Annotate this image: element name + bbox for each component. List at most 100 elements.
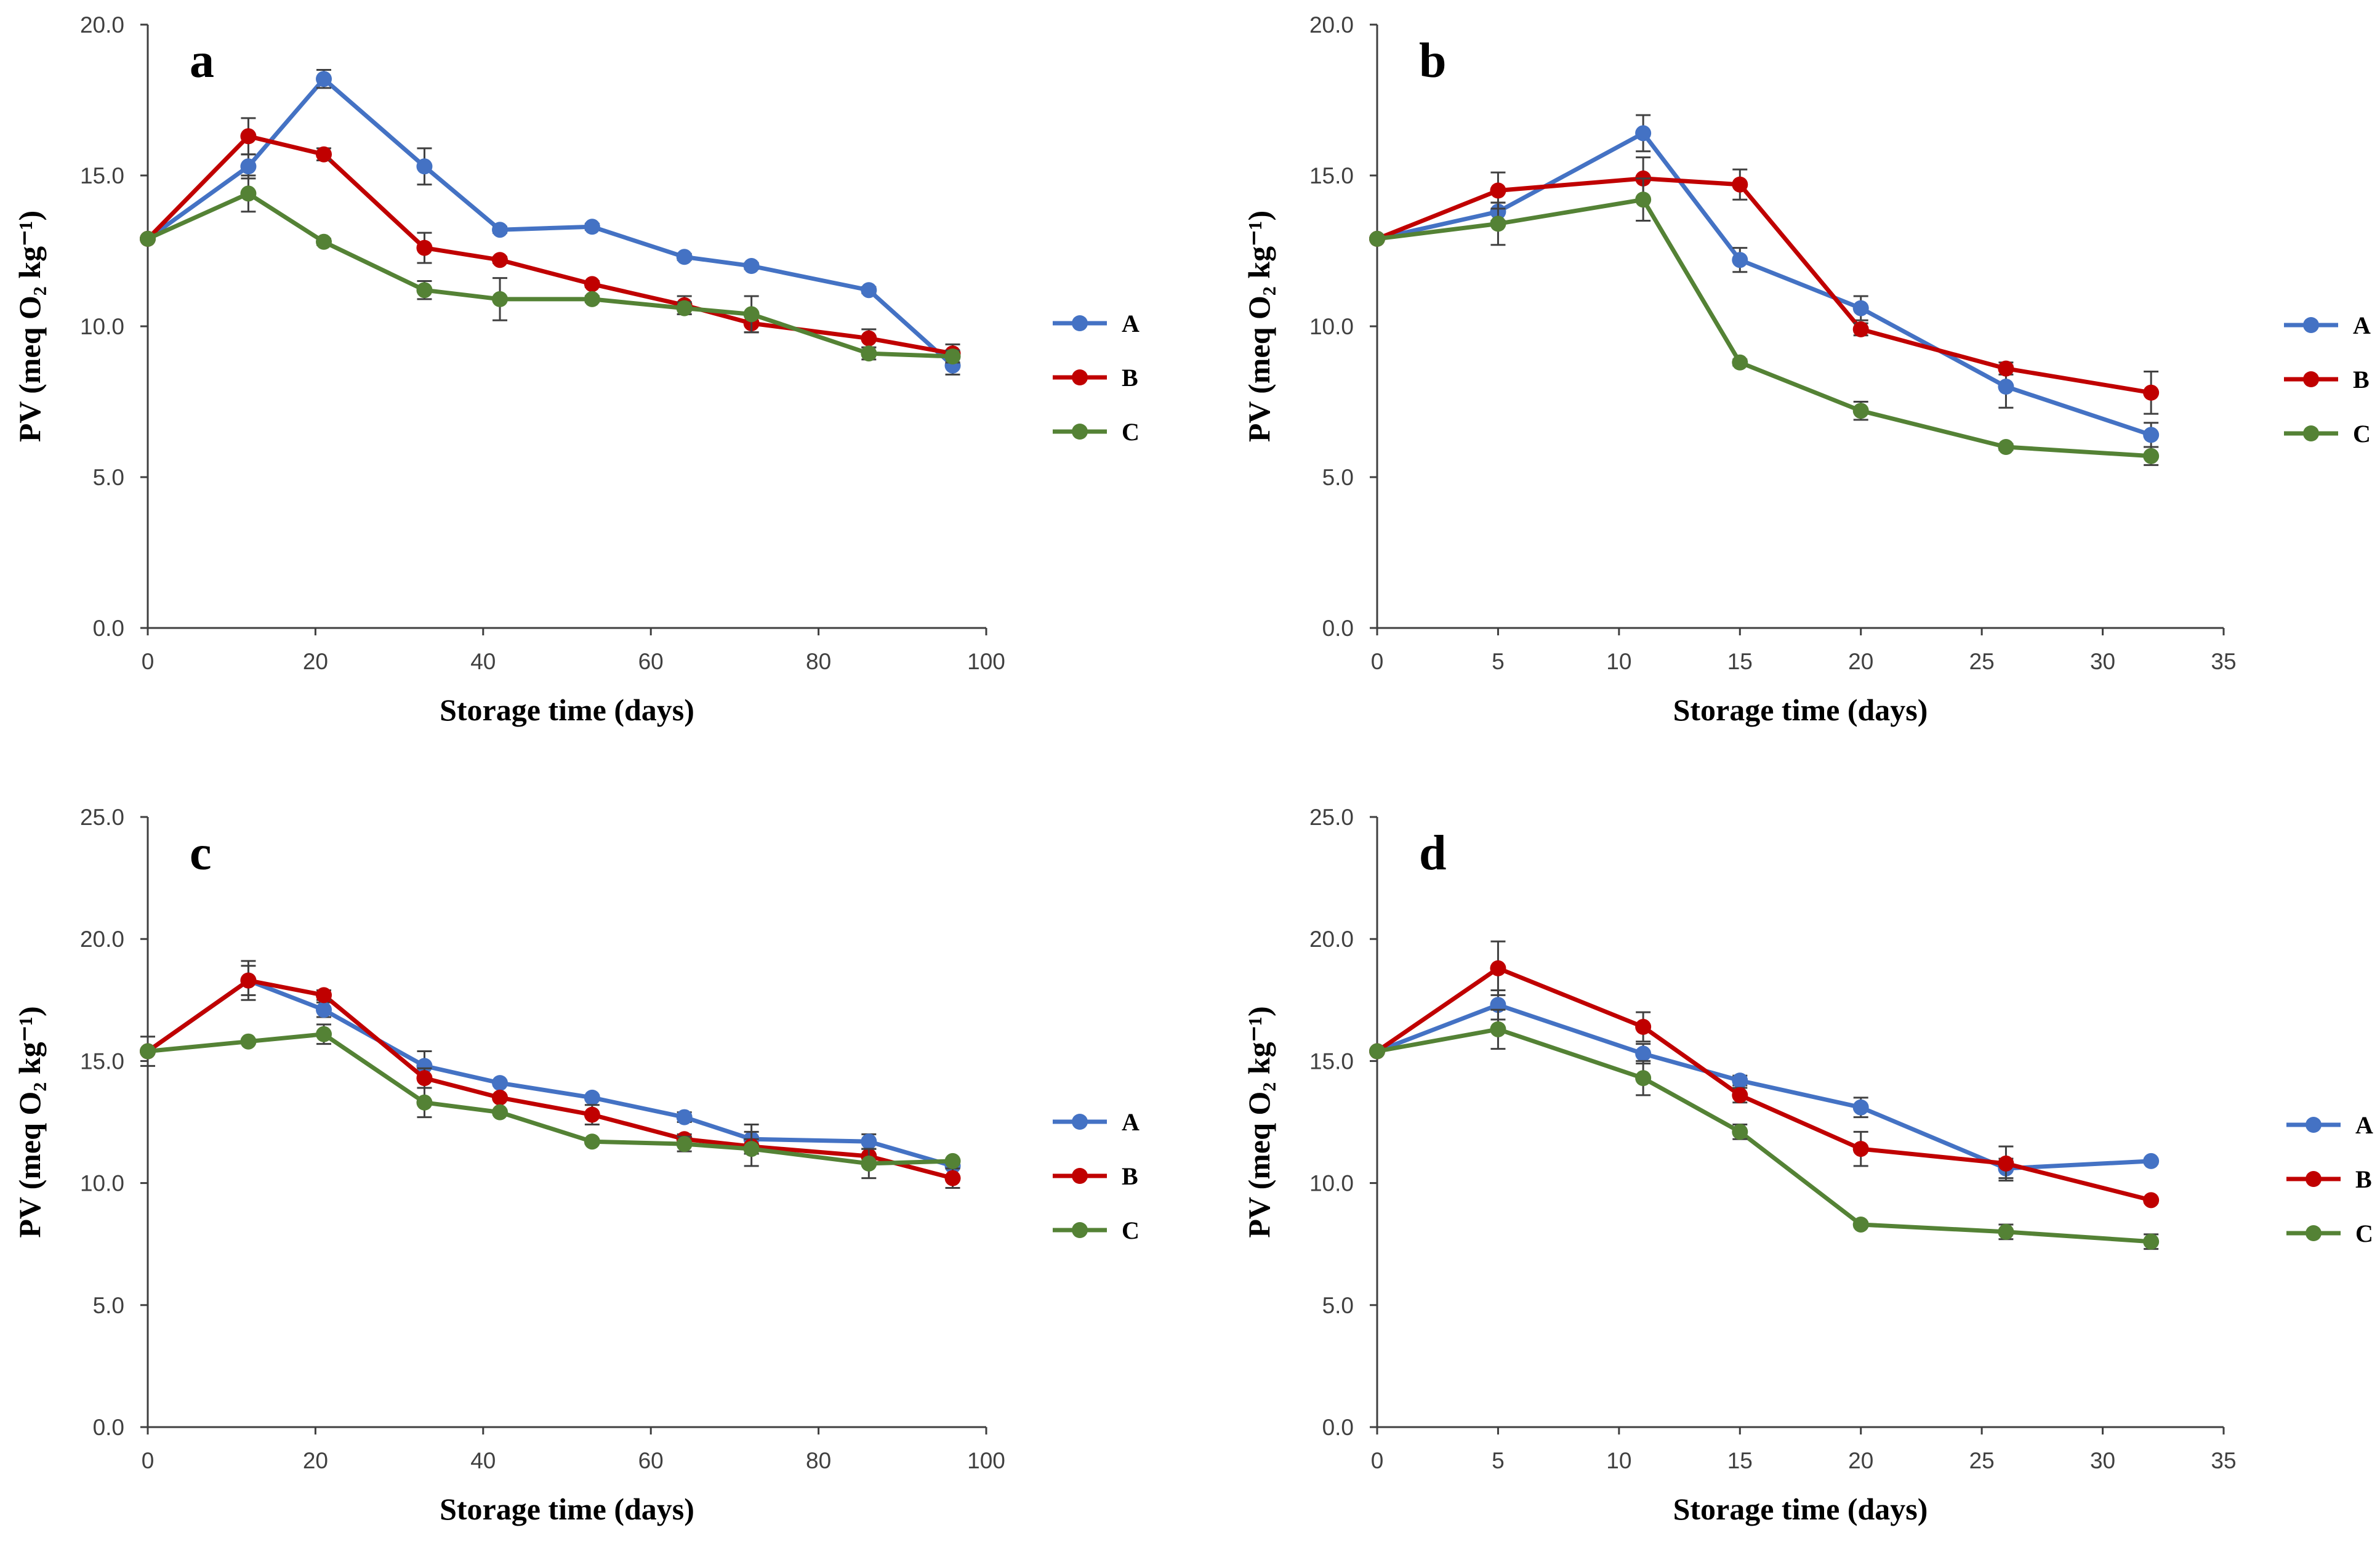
y-axis-title: PV (meq O₂ kg⁻¹) xyxy=(12,211,47,442)
legend-label: A xyxy=(2355,1111,2373,1139)
legend-label: C xyxy=(1122,1217,1140,1244)
panel-c: 0.0 5.0 10.0 15.0 20.0 25.0 0 20 40 60 80 100 Storag… xyxy=(12,805,1140,1526)
data-point xyxy=(416,1070,433,1087)
data-point xyxy=(1852,1099,1869,1116)
y-tick-label: 20.0 xyxy=(1309,12,1354,38)
series-line-A xyxy=(146,76,954,368)
data-point xyxy=(1732,1087,1748,1103)
panel-letter: a xyxy=(190,34,214,88)
data-point xyxy=(1490,960,1506,976)
data-point xyxy=(861,282,877,299)
x-tick-label: 0 xyxy=(142,649,155,674)
data-point xyxy=(1732,252,1748,268)
legend-entry-A: A xyxy=(1053,1108,1140,1136)
x-axis-title: Storage time (days) xyxy=(1673,693,1928,727)
legend-marker xyxy=(2306,1225,2322,1241)
legend-marker xyxy=(2303,425,2319,441)
y-tick-label: 20.0 xyxy=(80,927,124,952)
x-tick-label: 80 xyxy=(806,649,831,674)
data-point xyxy=(492,291,509,307)
data-point xyxy=(316,146,332,163)
data-point xyxy=(1635,1070,1652,1087)
data-point xyxy=(1635,1018,1652,1035)
data-point xyxy=(676,300,693,316)
x-tick-label: 20 xyxy=(1848,1448,1873,1473)
x-tick-label: 20 xyxy=(1848,649,1873,674)
data-point xyxy=(316,1002,332,1018)
x-tick-label: 40 xyxy=(470,1448,496,1473)
y-tick-label: 15.0 xyxy=(80,163,124,188)
data-point xyxy=(2143,427,2160,443)
data-point xyxy=(2143,1233,2160,1250)
data-point xyxy=(316,1026,332,1042)
y-tick-label: 15.0 xyxy=(1309,163,1354,188)
x-tick-label: 35 xyxy=(2211,649,2236,674)
legend-label: B xyxy=(1122,364,1138,392)
x-tick-label: 30 xyxy=(2090,649,2115,674)
data-point xyxy=(1852,321,1869,337)
x-tick-label: 0 xyxy=(1371,649,1384,674)
x-tick-label: 10 xyxy=(1606,1448,1631,1473)
x-tick-label: 0 xyxy=(142,1448,155,1473)
y-tick-label: 20.0 xyxy=(80,12,124,38)
data-point xyxy=(584,1089,600,1106)
data-point xyxy=(1732,354,1748,371)
data-point xyxy=(316,233,332,250)
data-point xyxy=(1732,1072,1748,1089)
data-point xyxy=(140,1043,156,1060)
data-point xyxy=(1998,379,2014,395)
x-tick-label: 35 xyxy=(2211,1448,2236,1473)
legend-marker xyxy=(2306,1117,2322,1133)
data-point xyxy=(1998,1223,2014,1240)
data-point xyxy=(1369,1043,1385,1060)
x-tick-label: 10 xyxy=(1606,649,1631,674)
data-point xyxy=(240,158,257,175)
legend-label: C xyxy=(1122,418,1140,446)
legend-entry-C: C xyxy=(2284,420,2371,448)
data-point xyxy=(240,1033,257,1050)
x-tick-label: 60 xyxy=(638,649,664,674)
legend-label: B xyxy=(1122,1162,1138,1190)
data-point xyxy=(416,282,433,299)
x-axis-title: Storage time (days) xyxy=(440,1492,694,1526)
y-tick-label: 5.0 xyxy=(1322,1293,1354,1318)
data-point xyxy=(492,1075,509,1092)
y-tick-label: 10.0 xyxy=(80,314,124,339)
y-tick-label: 5.0 xyxy=(93,1293,124,1318)
legend-entry-B: B xyxy=(2284,366,2370,393)
series-line-C xyxy=(147,1032,953,1166)
x-tick-label: 100 xyxy=(967,649,1005,674)
series-line-B xyxy=(146,978,954,1181)
y-tick-label: 15.0 xyxy=(80,1048,124,1074)
data-point xyxy=(676,249,693,265)
x-tick-label: 15 xyxy=(1727,1448,1753,1473)
y-tick-label: 5.0 xyxy=(1322,465,1354,490)
data-point xyxy=(492,1089,509,1106)
legend-entry-B: B xyxy=(1053,1162,1138,1190)
legend-marker xyxy=(2306,1171,2322,1187)
x-tick-label: 30 xyxy=(2090,1448,2115,1473)
y-tick-label: 0.0 xyxy=(1322,1415,1354,1440)
data-point xyxy=(676,1136,693,1153)
x-tick-label: 0 xyxy=(1371,1448,1384,1473)
series-C xyxy=(140,1023,961,1180)
y-tick-label: 25.0 xyxy=(80,805,124,830)
data-point xyxy=(2143,384,2160,401)
y-tick-label: 15.0 xyxy=(1309,1048,1354,1074)
data-point xyxy=(240,972,257,989)
series-C xyxy=(1369,1008,2160,1250)
y-tick-label: 20.0 xyxy=(1309,927,1354,952)
legend-label: C xyxy=(2355,1220,2373,1247)
legend-entry-C: C xyxy=(1053,418,1140,446)
data-point xyxy=(416,1058,433,1074)
data-point xyxy=(1852,403,1869,419)
x-tick-label: 25 xyxy=(1969,1448,1995,1473)
data-point xyxy=(1732,176,1748,193)
legend-entry-B: B xyxy=(2286,1165,2372,1193)
data-point xyxy=(240,185,257,202)
data-point xyxy=(584,276,600,292)
y-tick-label: 0.0 xyxy=(93,616,124,641)
data-point xyxy=(240,128,257,145)
data-point xyxy=(1490,1021,1506,1037)
